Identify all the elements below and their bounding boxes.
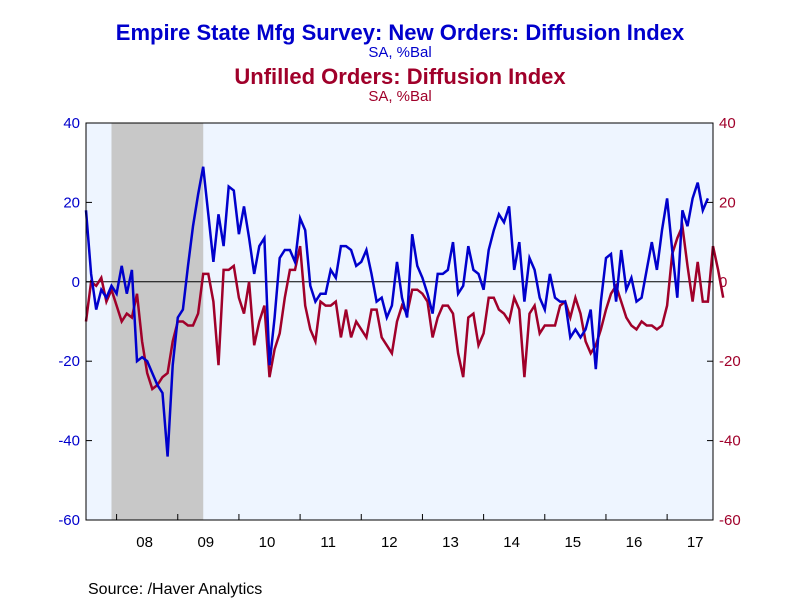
- x-tick-label: 09: [197, 534, 214, 551]
- chart-title-2: Unfilled Orders: Diffusion Index: [234, 64, 566, 89]
- x-tick-label: 13: [442, 534, 459, 551]
- chart-subtitle-2: SA, %Bal: [368, 88, 431, 105]
- left-axis: 40 20 0 -20 -40 -60: [58, 115, 92, 529]
- right-tick-label: -60: [719, 512, 741, 529]
- source-note: Source: /Haver Analytics: [88, 581, 262, 598]
- left-tick-label: -60: [58, 512, 80, 529]
- x-tick-label: 14: [503, 534, 520, 551]
- x-axis: 08 09 10 11 12 13 14 15 16 17: [116, 514, 704, 551]
- x-tick-label: 10: [259, 534, 276, 551]
- x-tick-label: 11: [320, 534, 336, 551]
- right-tick-label: -40: [719, 433, 741, 450]
- chart-title: Empire State Mfg Survey: New Orders: Dif…: [116, 20, 685, 45]
- chart-subtitle: SA, %Bal: [368, 44, 431, 61]
- right-axis: 40 20 0 -20 -40 -60: [707, 115, 741, 529]
- left-tick-label: -20: [58, 353, 80, 370]
- left-tick-label: 0: [72, 274, 80, 291]
- right-tick-label: -20: [719, 353, 741, 370]
- right-tick-label: 0: [719, 274, 727, 291]
- left-tick-label: -40: [58, 433, 80, 450]
- recession-shading: [111, 123, 204, 520]
- x-tick-label: 16: [626, 534, 643, 551]
- left-tick-label: 20: [63, 194, 80, 211]
- right-tick-label: 40: [719, 115, 736, 132]
- plot-frame: [85, 122, 714, 521]
- x-tick-label: 08: [136, 534, 153, 551]
- x-tick-label: 15: [564, 534, 581, 551]
- x-tick-label: 17: [687, 534, 704, 551]
- left-tick-label: 40: [63, 115, 80, 132]
- x-tick-label: 12: [381, 534, 398, 551]
- right-tick-label: 20: [719, 194, 736, 211]
- new-orders-line: [84, 166, 710, 457]
